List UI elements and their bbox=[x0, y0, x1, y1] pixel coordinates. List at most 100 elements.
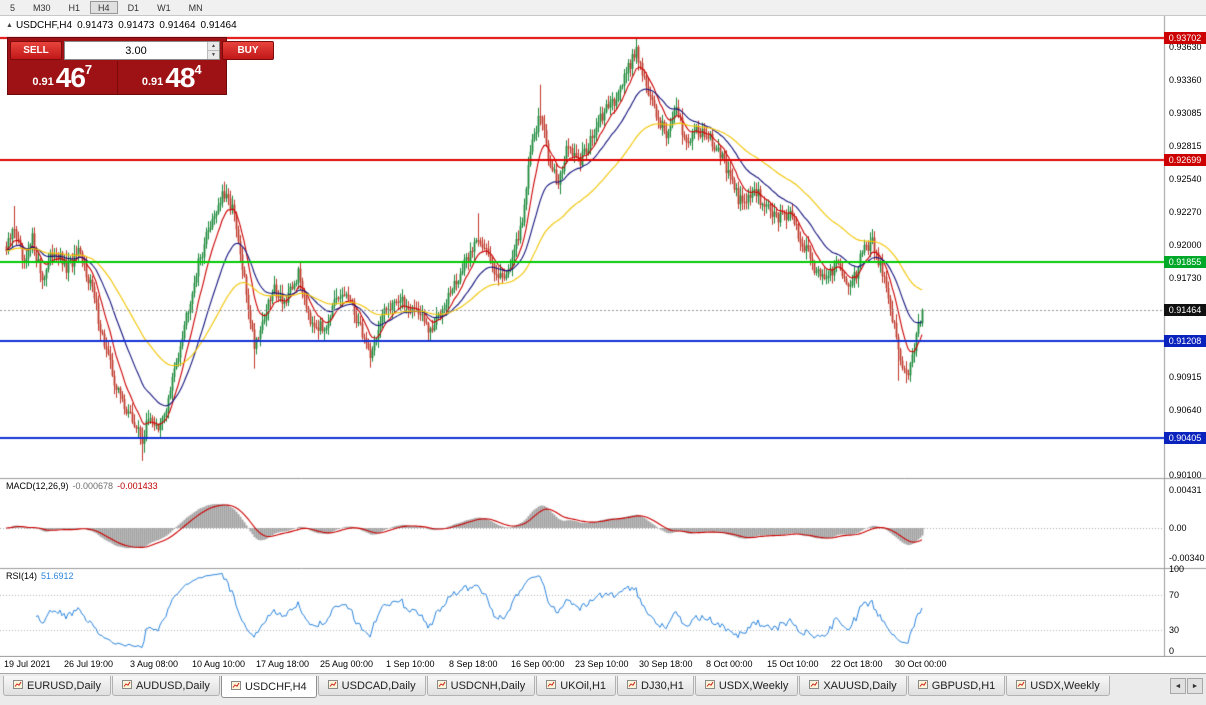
volume-input[interactable] bbox=[65, 42, 207, 59]
price-tick: 0.92270 bbox=[1169, 207, 1202, 218]
tab-label: DJ30,H1 bbox=[641, 679, 684, 692]
tab-label: EURUSD,Daily bbox=[27, 679, 101, 692]
time-label: 1 Sep 10:00 bbox=[386, 659, 435, 669]
sell-button[interactable]: SELL bbox=[10, 41, 62, 60]
buy-price-big-digits: 48 bbox=[165, 62, 195, 93]
ohlc-close: 0.91464 bbox=[200, 20, 237, 31]
chart-tab-usdcad-daily[interactable]: USDCAD,Daily bbox=[317, 676, 426, 696]
time-axis: 19 Jul 2021 26 Jul 19:00 3 Aug 08:00 10 Aug… bbox=[0, 657, 1206, 673]
chart-icon bbox=[809, 679, 820, 692]
chart-tab-bar: EURUSD,Daily AUDUSD,Daily USDCHF,H4 USDCAD,… bbox=[0, 673, 1206, 705]
timeframe-button-5[interactable]: 5 bbox=[2, 1, 23, 14]
macd-tick: 0.00 bbox=[1169, 523, 1187, 533]
tab-label: UKOil,H1 bbox=[560, 679, 607, 692]
macd-tick: 0.00431 bbox=[1169, 484, 1202, 495]
time-label: 23 Sep 10:00 bbox=[575, 659, 629, 669]
rsi-tick: 100 bbox=[1169, 563, 1185, 574]
tab-label: GBPUSD,H1 bbox=[931, 679, 996, 692]
chart-tab-usdx-weekly[interactable]: USDX,Weekly bbox=[1006, 676, 1110, 696]
chart-icon bbox=[121, 679, 132, 692]
chart-icon bbox=[546, 679, 557, 692]
volume-stepper[interactable]: ▲ ▼ bbox=[64, 41, 220, 60]
timeframe-button-w1[interactable]: W1 bbox=[149, 1, 179, 14]
chart-tab-ukoil-h1[interactable]: UKOil,H1 bbox=[536, 676, 617, 696]
buy-button[interactable]: BUY bbox=[222, 41, 274, 60]
time-label: 8 Sep 18:00 bbox=[449, 659, 498, 669]
price-tick: 0.92540 bbox=[1169, 174, 1202, 185]
time-label: 30 Oct 00:00 bbox=[895, 659, 947, 669]
chart-tabs: EURUSD,Daily AUDUSD,Daily USDCHF,H4 USDCAD,… bbox=[3, 676, 1111, 698]
chart-icon bbox=[627, 679, 638, 692]
chart-icon bbox=[436, 679, 447, 692]
rsi-tick: 0 bbox=[1169, 646, 1175, 656]
timeframe-button-m30[interactable]: M30 bbox=[25, 1, 59, 14]
price-level-badge: 0.90405 bbox=[1164, 432, 1206, 445]
rsi-name: RSI(14) bbox=[6, 571, 38, 581]
chart-tab-eurusd-daily[interactable]: EURUSD,Daily bbox=[3, 676, 111, 696]
rsi-label: RSI(14) 51.6912 bbox=[6, 571, 74, 581]
collapse-trade-panel-icon[interactable]: ▲ bbox=[6, 22, 13, 29]
tab-scroll-left-button[interactable]: ◄ bbox=[1170, 678, 1186, 694]
sell-price-display[interactable]: 0.91 46 7 bbox=[8, 61, 117, 94]
price-tick: 0.92000 bbox=[1169, 239, 1202, 250]
current-price-badge: 0.91464 bbox=[1164, 303, 1206, 316]
timeframe-button-h1[interactable]: H1 bbox=[61, 1, 89, 14]
timeframe-button-d1[interactable]: D1 bbox=[120, 1, 148, 14]
sell-price-prefix: 0.91 bbox=[32, 76, 54, 88]
time-label: 25 Aug 00:00 bbox=[320, 659, 374, 669]
buy-price-display[interactable]: 0.91 48 4 bbox=[118, 61, 227, 94]
buy-price-pip-digit: 4 bbox=[194, 62, 202, 77]
price-tick: 0.93630 bbox=[1169, 41, 1202, 52]
time-label: 26 Jul 19:00 bbox=[64, 659, 114, 669]
trade-controls-row: SELL ▲ ▼ BUY bbox=[8, 38, 274, 61]
chart-tab-dj30-h1[interactable]: DJ30,H1 bbox=[617, 676, 694, 696]
ohlc-high: 0.91473 bbox=[118, 20, 155, 31]
volume-decrease-button[interactable]: ▼ bbox=[207, 51, 219, 59]
timeframe-button-h4[interactable]: H4 bbox=[90, 1, 118, 14]
sell-price-big-digits: 46 bbox=[55, 62, 86, 93]
macd-signal-value: -0.001433 bbox=[117, 481, 158, 491]
price-tick: 0.90640 bbox=[1169, 404, 1202, 415]
rsi-tick: 30 bbox=[1169, 625, 1180, 635]
time-label: 19 Jul 2021 bbox=[4, 659, 51, 669]
trade-quotes-row: 0.91 46 7 0.91 48 4 bbox=[8, 61, 226, 94]
timeframe-button-mn[interactable]: MN bbox=[181, 1, 211, 14]
price-level-badge: 0.92699 bbox=[1164, 153, 1206, 166]
price-tick: 0.90100 bbox=[1169, 470, 1202, 481]
chart-tab-usdchf-h4[interactable]: USDCHF,H4 bbox=[220, 676, 317, 698]
tab-scroll-buttons: ◄ ► bbox=[1170, 676, 1203, 694]
time-label: 17 Aug 18:00 bbox=[256, 659, 310, 669]
time-label: 3 Aug 08:00 bbox=[130, 659, 179, 669]
volume-arrows: ▲ ▼ bbox=[207, 42, 219, 59]
tab-label: USDX,Weekly bbox=[718, 679, 789, 692]
volume-increase-button[interactable]: ▲ bbox=[207, 42, 219, 51]
price-level-badge: 0.93702 bbox=[1164, 32, 1206, 45]
chart-tab-usdx-weekly[interactable]: USDX,Weekly bbox=[694, 676, 799, 696]
ohlc-low: 0.91464 bbox=[159, 20, 196, 31]
chart-tab-usdcnh-daily[interactable]: USDCNH,Daily bbox=[426, 676, 536, 696]
chart-icon bbox=[917, 679, 928, 692]
chart-icon bbox=[327, 679, 338, 692]
price-tick: 0.90915 bbox=[1169, 371, 1202, 382]
time-label: 8 Oct 00:00 bbox=[706, 659, 753, 669]
time-label: 16 Sep 00:00 bbox=[511, 659, 565, 669]
time-label: 22 Oct 18:00 bbox=[831, 659, 883, 669]
chart-symbol-label: USDCHF,H4 bbox=[15, 20, 73, 31]
time-label: 30 Sep 18:00 bbox=[639, 659, 693, 669]
chart-ohlc-title: ▲ USDCHF,H4 0.91473 0.91473 0.91464 0.91464 bbox=[6, 20, 237, 31]
chart-icon bbox=[704, 679, 715, 692]
sell-price-pip-digit: 7 bbox=[84, 62, 93, 77]
time-label: 15 Oct 10:00 bbox=[767, 659, 819, 669]
tab-label: USDCAD,Daily bbox=[341, 679, 416, 692]
chart-tab-gbpusd-h1[interactable]: GBPUSD,H1 bbox=[907, 676, 1006, 696]
tab-label: USDX,Weekly bbox=[1030, 679, 1100, 692]
one-click-trading-panel: SELL ▲ ▼ BUY 0.91 46 7 0.91 48 4 bbox=[7, 37, 274, 95]
chart-icon bbox=[13, 679, 23, 692]
tab-scroll-right-button[interactable]: ► bbox=[1187, 678, 1203, 694]
tab-label: USDCNH,Daily bbox=[450, 679, 526, 692]
chart-tab-xauusd-daily[interactable]: XAUUSD,Daily bbox=[799, 676, 907, 696]
chart-tab-audusd-daily[interactable]: AUDUSD,Daily bbox=[111, 676, 220, 696]
tab-label: AUDUSD,Daily bbox=[135, 679, 210, 692]
